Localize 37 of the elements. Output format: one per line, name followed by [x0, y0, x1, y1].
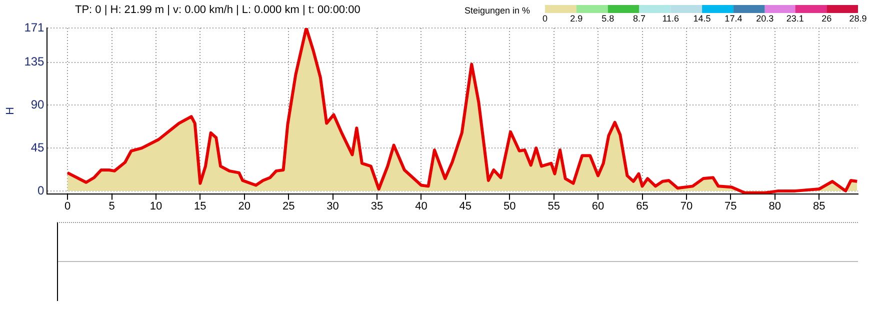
- color-bar-label: 26: [822, 13, 832, 24]
- y-tick-label: 0: [38, 183, 45, 198]
- x-tick-label: 5: [108, 200, 115, 212]
- color-bar-label: 28.9: [849, 13, 867, 24]
- y-tick-label: 171: [24, 20, 45, 34]
- color-bar-title: Steigungen in %: [464, 5, 530, 16]
- x-tick-label: 45: [459, 200, 472, 212]
- x-tick-label: 20: [238, 200, 251, 212]
- x-tick-label: 25: [282, 200, 295, 212]
- x-tick-label: 70: [680, 200, 693, 212]
- color-bar-label: 23.1: [786, 13, 804, 24]
- color-bar-label: 8.7: [632, 13, 646, 24]
- x-tick-label: 55: [548, 200, 560, 212]
- x-tick-label: 85: [812, 200, 826, 212]
- y-tick-label: 45: [30, 140, 45, 154]
- color-bar-label: 20.3: [756, 13, 774, 24]
- x-tick-label: 65: [636, 200, 648, 212]
- y-tick-label: 90: [30, 97, 45, 112]
- x-tick-label: 10: [150, 200, 162, 212]
- x-tick-label: 0: [64, 200, 71, 212]
- x-tick-label: 30: [326, 200, 339, 212]
- color-bar-label: 2.9: [570, 13, 583, 24]
- color-bar-label: 0: [542, 13, 548, 24]
- color-bar-label: 5.8: [602, 13, 614, 24]
- y-axis-title: H: [4, 106, 17, 115]
- x-tick-label: 80: [768, 200, 782, 212]
- y-tick-label: 135: [24, 54, 45, 69]
- color-bar-label: 14.5: [693, 13, 711, 24]
- color-bar-label: 11.6: [662, 13, 680, 24]
- color-bar-label: 17.4: [724, 13, 742, 24]
- chart-title: TP: 0 | H: 21.99 m | v: 0.00 km/h | L: 0.000 km | t: 00:00:00: [75, 4, 360, 16]
- x-tick-label: 35: [370, 200, 384, 212]
- x-tick-label: 15: [194, 200, 206, 212]
- x-tick-label: 40: [415, 200, 428, 212]
- x-tick-label: 75: [724, 200, 737, 212]
- x-tick-label: 60: [592, 200, 604, 212]
- x-tick-label: 50: [504, 200, 516, 212]
